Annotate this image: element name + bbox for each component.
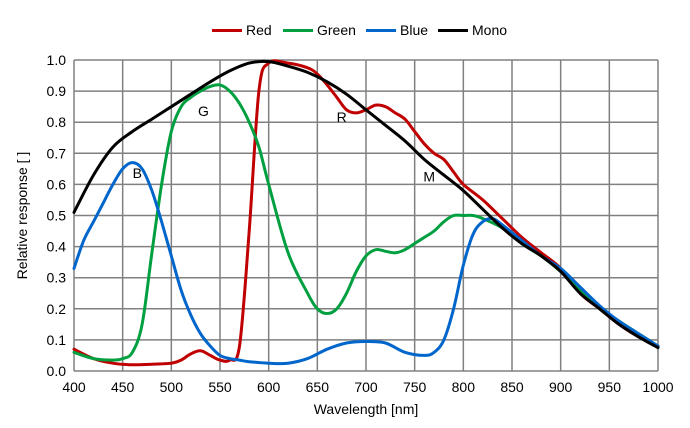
x-tick-label: 1000 xyxy=(642,379,673,395)
x-tick-label: 800 xyxy=(452,379,476,395)
legend-swatch-blue xyxy=(366,28,396,32)
y-tick-label: 0.7 xyxy=(47,145,67,161)
series-line-red xyxy=(72,59,660,367)
chart-grid xyxy=(73,59,659,372)
y-tick-label: 0.4 xyxy=(47,239,67,255)
legend-label-blue: Blue xyxy=(400,22,429,38)
chart-series xyxy=(72,59,660,367)
curve-annotation: B xyxy=(133,165,142,181)
y-tick-label: 0.0 xyxy=(47,363,67,379)
curve-annotation: G xyxy=(198,103,209,119)
curve-annotation: R xyxy=(337,109,347,125)
series-line-blue xyxy=(72,161,660,366)
legend-swatch-mono xyxy=(438,28,468,32)
x-tick-label: 500 xyxy=(160,379,184,395)
y-tick-label: 0.3 xyxy=(47,270,67,286)
y-tick-label: 0.6 xyxy=(47,176,67,192)
legend-swatch-red xyxy=(212,28,242,32)
chart-annotations: B G R M xyxy=(133,103,436,184)
legend-item-green: Green xyxy=(283,22,356,38)
y-axis-title: Relative response [ ] xyxy=(14,152,30,280)
x-tick-label: 650 xyxy=(306,379,330,395)
chart-ticks: 400 450 500 550 600 650 700 750 800 850 900 950 1000… xyxy=(47,52,674,395)
x-tick-label: 750 xyxy=(403,379,427,395)
x-tick-label: 400 xyxy=(62,379,86,395)
curve-annotation: M xyxy=(423,168,435,184)
x-tick-label: 450 xyxy=(111,379,135,395)
y-tick-label: 0.1 xyxy=(47,332,67,348)
legend-item-blue: Blue xyxy=(366,22,428,38)
legend-label-green: Green xyxy=(317,22,356,38)
x-tick-label: 850 xyxy=(500,379,524,395)
legend-swatch-green xyxy=(283,28,313,32)
x-tick-label: 550 xyxy=(208,379,232,395)
legend-label-red: Red xyxy=(246,22,272,38)
legend-item-mono: Mono xyxy=(438,22,507,38)
x-tick-label: 600 xyxy=(257,379,281,395)
legend-label-mono: Mono xyxy=(472,22,508,38)
y-tick-label: 1.0 xyxy=(47,52,67,68)
series-line-mono xyxy=(72,59,660,350)
x-tick-label: 700 xyxy=(354,379,378,395)
y-tick-label: 0.9 xyxy=(47,83,67,99)
x-tick-label: 900 xyxy=(549,379,573,395)
x-tick-label: 950 xyxy=(598,379,622,395)
x-axis-title: Wavelength [nm] xyxy=(314,401,419,417)
y-tick-label: 0.8 xyxy=(47,114,67,130)
chart-legend: Red Green Blue Mono xyxy=(0,22,690,42)
legend-item-red: Red xyxy=(212,22,272,38)
y-tick-label: 0.2 xyxy=(47,301,67,317)
y-tick-label: 0.5 xyxy=(47,208,67,224)
